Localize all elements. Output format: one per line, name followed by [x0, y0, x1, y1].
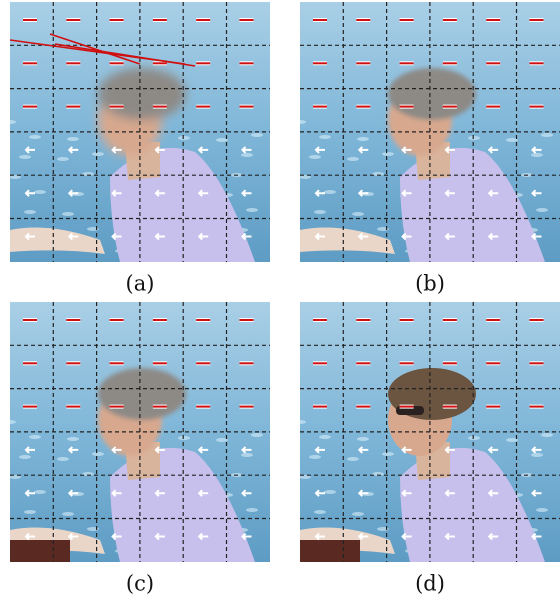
- sparkle: [294, 420, 306, 424]
- image: [294, 2, 560, 262]
- sparkle: [62, 512, 74, 516]
- sparkle: [382, 452, 394, 456]
- sparkle: [377, 527, 389, 531]
- sparkle: [357, 437, 369, 441]
- sparkle: [319, 135, 331, 139]
- panel-c: [4, 302, 270, 562]
- sparkle: [314, 210, 326, 214]
- sparkle: [541, 133, 553, 137]
- sparkle: [377, 227, 389, 231]
- panel-b: [294, 2, 560, 262]
- sparkle: [62, 212, 74, 216]
- sparkle: [357, 137, 369, 141]
- sparkle: [92, 452, 104, 456]
- sparkle: [241, 153, 253, 157]
- panel-label: (a): [126, 272, 155, 296]
- image: [4, 302, 270, 562]
- image: [294, 302, 560, 562]
- sparkle: [382, 152, 394, 156]
- sparkle: [34, 190, 46, 194]
- hair: [388, 68, 476, 120]
- sparkle: [29, 135, 41, 139]
- sparkle: [251, 133, 263, 137]
- sparkle: [352, 512, 364, 516]
- sparkle: [67, 437, 79, 441]
- sparkle: [57, 457, 69, 461]
- sparkle: [24, 510, 36, 514]
- sparkle: [178, 136, 190, 140]
- sparkle: [352, 212, 364, 216]
- sparkle: [347, 457, 359, 461]
- panel-a: [4, 2, 270, 262]
- boat-edge: [300, 540, 360, 562]
- sparkle: [251, 433, 263, 437]
- sparkle: [57, 157, 69, 161]
- sparkle: [541, 433, 553, 437]
- sparkle: [19, 155, 31, 159]
- sparkle: [4, 120, 16, 124]
- sparkle: [531, 153, 543, 157]
- sparkle: [29, 435, 41, 439]
- sparkle: [531, 453, 543, 457]
- sparkle: [536, 508, 548, 512]
- sparkle: [246, 508, 258, 512]
- panel-label: (d): [415, 572, 445, 596]
- sparkle: [347, 157, 359, 161]
- sparkle: [92, 152, 104, 156]
- sparkle: [324, 490, 336, 494]
- boat-edge: [10, 540, 70, 562]
- sparkle: [24, 210, 36, 214]
- sparkle: [324, 190, 336, 194]
- panel-d: [294, 302, 560, 562]
- sparkle: [4, 420, 16, 424]
- sparkle: [19, 455, 31, 459]
- sparkle: [319, 435, 331, 439]
- sparkle: [246, 208, 258, 212]
- image: [4, 2, 270, 262]
- sparkle: [67, 137, 79, 141]
- sparkle: [468, 136, 480, 140]
- hair: [98, 68, 186, 120]
- hair: [98, 368, 186, 420]
- sparkle: [536, 208, 548, 212]
- sparkle: [34, 490, 46, 494]
- sparkle: [309, 155, 321, 159]
- sparkle: [178, 436, 190, 440]
- figure: (a) (b) (c) (d): [0, 0, 560, 600]
- sparkle: [314, 510, 326, 514]
- panel-label: (c): [126, 572, 154, 596]
- sparkle: [309, 455, 321, 459]
- panel-label: (b): [415, 272, 445, 296]
- sparkle: [241, 453, 253, 457]
- sparkle: [294, 120, 306, 124]
- sparkle: [468, 436, 480, 440]
